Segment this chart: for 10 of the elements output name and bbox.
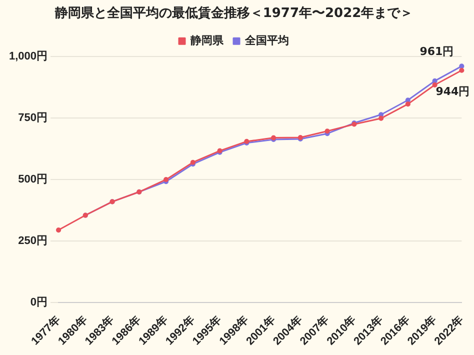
- y-tick-label: 0円: [30, 296, 48, 309]
- annotation: 961円: [420, 45, 454, 58]
- y-tick-label: 750円: [18, 112, 48, 124]
- y-tick-label: 500円: [18, 174, 48, 186]
- legend-label: 全国平均: [244, 34, 289, 48]
- annotation: 944円: [436, 85, 470, 98]
- chart-title: 静岡県と全国平均の最低賃金推移＜1977年〜2022年まで＞: [54, 6, 414, 22]
- legend-label: 静岡県: [190, 34, 224, 48]
- y-tick-label: 1,000円: [8, 50, 48, 63]
- y-tick-label: 250円: [18, 235, 48, 248]
